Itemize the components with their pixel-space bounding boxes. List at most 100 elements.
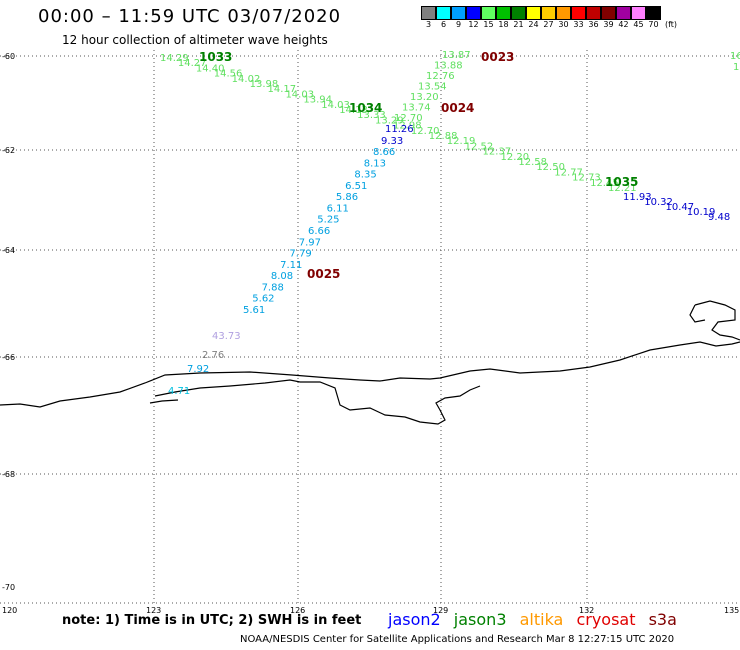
wave-height-value: 13.74 — [402, 103, 431, 114]
wave-height-value: 4.71 — [168, 386, 190, 397]
wave-height-value: 14.27 — [178, 58, 207, 69]
pass-label: 1033 — [199, 50, 232, 64]
wave-height-value: 14.56 — [214, 69, 243, 80]
color-legend-swatches — [421, 6, 740, 20]
legend-swatch — [481, 6, 496, 20]
lat-label: -64 — [2, 246, 15, 255]
wave-height-value: 7.79 — [289, 249, 311, 260]
legend-swatch — [466, 6, 481, 20]
lat-label: -70 — [2, 583, 15, 592]
color-legend: 3 6 9 12 15 18 21 24 27 30 33 36 39 42 45 70 (ft) — [421, 6, 740, 36]
wave-height-value: 6.11 — [327, 203, 349, 214]
satellite-name: s3a — [648, 610, 677, 629]
lat-label: -60 — [2, 52, 15, 61]
legend-label: 36 — [588, 20, 599, 29]
wave-height-value: 5.86 — [336, 192, 358, 203]
legend-swatch — [601, 6, 616, 20]
wave-height-value: 14.13 — [339, 105, 368, 116]
legend-label: 6 — [440, 20, 447, 29]
legend-label: 12 — [468, 20, 479, 29]
wave-height-value: 11.93 — [623, 192, 652, 203]
legend-label: 27 — [543, 20, 554, 29]
color-legend-labels: 3 6 9 12 15 18 21 24 27 30 33 36 39 42 45 70 (ft) — [421, 20, 740, 29]
legend-swatch — [436, 6, 451, 20]
wave-height-value: 13.94 — [303, 95, 332, 106]
edge-value: 1 — [733, 62, 739, 73]
legend-swatch — [646, 6, 661, 20]
pass-label: 1035 — [605, 175, 638, 189]
legend-label: 21 — [513, 20, 524, 29]
legend-swatch — [526, 6, 541, 20]
legend-label: 70 — [648, 20, 659, 29]
lon-label: 123 — [146, 606, 161, 615]
lon-label: 120 — [2, 606, 17, 615]
wave-height-value: 5.25 — [317, 215, 339, 226]
wave-height-value: 12.45 — [590, 178, 619, 189]
satellite-name: altika — [519, 610, 564, 629]
wave-height-value: 12.88 — [429, 131, 458, 142]
satellite-name: jason2 — [388, 610, 441, 629]
wave-height-value: 12.52 — [465, 141, 494, 152]
legend-swatch — [451, 6, 466, 20]
legend-swatch — [541, 6, 556, 20]
coastline — [0, 300, 740, 425]
legend-label: 24 — [528, 20, 539, 29]
pass-label: 1034 — [349, 101, 382, 115]
wave-height-value: 10.32 — [644, 197, 673, 208]
wave-height-value: 7.11 — [280, 260, 302, 271]
wave-height-value: 9.48 — [708, 212, 730, 223]
footer-credit: NOAA/NESDIS Center for Satellite Applica… — [240, 634, 675, 645]
legend-label: 18 — [498, 20, 509, 29]
wave-height-value: 7.92 — [187, 364, 209, 375]
wave-height-value: 14.40 — [196, 63, 225, 74]
wave-height-value: 14.03 — [285, 89, 314, 100]
legend-swatch — [586, 6, 601, 20]
legend-swatch — [421, 6, 436, 20]
wave-height-value: 11.26 — [385, 124, 414, 135]
lon-label: 126 — [290, 606, 305, 615]
wave-height-value: 14.29 — [160, 53, 189, 64]
wave-height-value: 6.66 — [308, 226, 330, 237]
wave-height-value: 14.03 — [321, 100, 350, 111]
legend-swatch — [511, 6, 526, 20]
edge-value: 16 — [730, 51, 740, 62]
wave-height-value: 5.61 — [243, 305, 265, 316]
pass-label: 0024 — [441, 101, 474, 115]
wave-height-value: 5.62 — [252, 294, 274, 305]
legend-label: 42 — [618, 20, 629, 29]
page-subtitle: 12 hour collection of altimeter wave hei… — [62, 33, 328, 47]
legend-label: 9 — [455, 20, 462, 29]
wave-height-value: 14.02 — [232, 74, 261, 85]
wave-height-value: 12.73 — [572, 173, 601, 184]
legend-swatch — [631, 6, 646, 20]
legend-label: (ft) — [664, 20, 678, 29]
wave-height-tracks: 14.2914.2714.4014.5614.0213.9814.1714.03… — [160, 50, 730, 397]
wave-height-value: 13.54 — [418, 82, 447, 93]
wave-height-value: 13.29 — [375, 115, 404, 126]
wave-height-value: 2.76 — [202, 350, 224, 361]
wave-height-value: 12.21 — [608, 183, 637, 194]
wave-height-value: 12.70 — [394, 113, 423, 124]
legend-label: 3 — [425, 20, 432, 29]
wave-height-value: 7.88 — [262, 282, 284, 293]
lon-label: 129 — [433, 606, 448, 615]
lat-label: -66 — [2, 353, 15, 362]
lon-label: 132 — [579, 606, 594, 615]
wave-height-value: 12.19 — [447, 136, 476, 147]
wave-height-value: 43.73 — [212, 331, 241, 342]
legend-label: 30 — [558, 20, 569, 29]
wave-height-value: 9.33 — [381, 136, 403, 147]
wave-height-value: 14.17 — [268, 84, 297, 95]
satellite-legend: jason2 jason3 altika cryosat s3a — [388, 610, 685, 629]
lat-label: -62 — [2, 146, 15, 155]
pass-label: 0025 — [307, 267, 340, 281]
legend-label: 15 — [483, 20, 494, 29]
wave-height-value: 12.98 — [393, 121, 422, 132]
wave-height-value: 10.47 — [666, 202, 695, 213]
wave-height-value: 8.35 — [354, 170, 376, 181]
legend-swatch — [556, 6, 571, 20]
wave-height-value: 12.77 — [554, 167, 583, 178]
wave-height-value: 13.87 — [442, 50, 471, 61]
wave-height-value: 8.13 — [364, 158, 386, 169]
